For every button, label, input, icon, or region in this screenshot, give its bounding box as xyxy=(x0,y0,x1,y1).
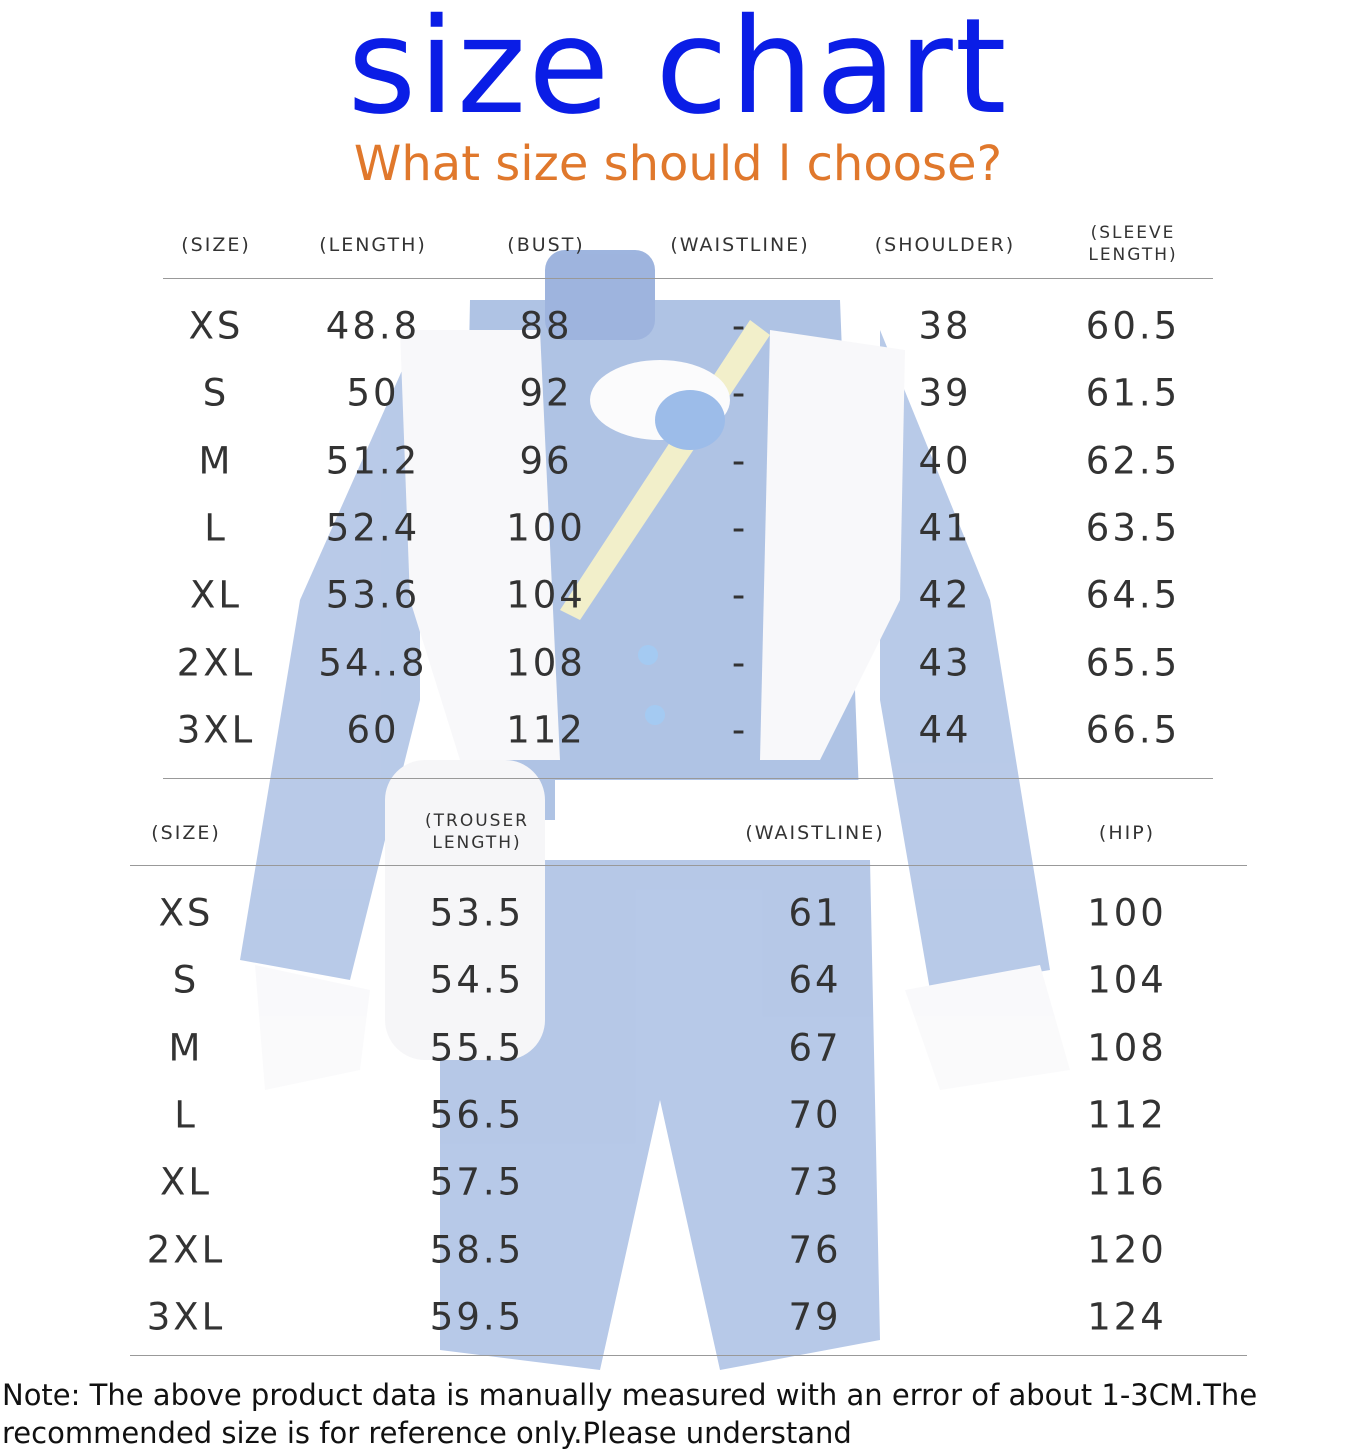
measurement-cell: 44 xyxy=(918,708,972,752)
measurement-cell: - xyxy=(731,371,749,415)
measurement-cell: 100 xyxy=(1087,891,1167,935)
measurement-cell: 42 xyxy=(918,573,972,617)
measurement-cell: 38 xyxy=(918,304,972,348)
size-label-cell: XS xyxy=(158,891,214,935)
measurement-cell: 65.5 xyxy=(1085,641,1181,684)
measurement-cell: 124 xyxy=(1087,1295,1167,1339)
page-title: size chart xyxy=(347,0,1009,144)
measurement-cell: 104 xyxy=(1087,958,1167,1002)
measurement-cell: 48.8 xyxy=(325,304,421,348)
divider xyxy=(163,778,1213,779)
measurement-cell: 40 xyxy=(918,439,972,483)
column-header: (SLEEVE LENGTH) xyxy=(1088,223,1178,265)
measurement-cell: 112 xyxy=(1087,1093,1167,1137)
measurement-cell: 61.5 xyxy=(1085,371,1181,415)
size-label-cell: 2XL xyxy=(176,641,256,684)
size-label-cell: M xyxy=(168,1026,204,1070)
measurement-cell: 112 xyxy=(506,708,586,752)
measurement-cell: 50 xyxy=(346,371,400,415)
measurement-cell: 58.5 xyxy=(429,1228,525,1271)
size-label-cell: L xyxy=(174,1093,198,1137)
measurement-cell: 108 xyxy=(506,641,586,684)
measurement-cell: 79 xyxy=(788,1295,842,1339)
measurement-cell: 70 xyxy=(788,1093,842,1137)
measurement-cell: 53.5 xyxy=(429,891,525,935)
measurement-cell: 62.5 xyxy=(1085,439,1181,483)
size-label-cell: 3XL xyxy=(146,1295,226,1339)
size-label-cell: XS xyxy=(188,304,244,348)
measurement-cell: 59.5 xyxy=(429,1295,525,1339)
measurement-cell: 67 xyxy=(788,1026,842,1070)
measurement-note: Note: The above product data is manually… xyxy=(2,1378,1258,1450)
divider xyxy=(130,1355,1247,1356)
column-header: (SIZE) xyxy=(151,822,221,844)
size-label-cell: 2XL xyxy=(146,1228,226,1271)
measurement-cell: - xyxy=(731,573,749,617)
measurement-cell: 55.5 xyxy=(429,1026,525,1070)
measurement-cell: 120 xyxy=(1087,1228,1167,1271)
measurement-cell: 92 xyxy=(519,371,573,415)
measurement-cell: - xyxy=(731,641,749,684)
measurement-cell: - xyxy=(731,439,749,483)
measurement-cell: 66.5 xyxy=(1085,708,1181,752)
measurement-cell: 51.2 xyxy=(325,439,421,483)
measurement-cell: 43 xyxy=(918,641,972,684)
column-header: (TROUSER LENGTH) xyxy=(425,811,529,853)
column-header: (BUST) xyxy=(507,234,585,256)
measurement-cell: 63.5 xyxy=(1085,506,1181,550)
measurement-cell: 39 xyxy=(918,371,972,415)
size-label-cell: S xyxy=(202,371,230,415)
measurement-cell: 56.5 xyxy=(429,1093,525,1137)
measurement-cell: - xyxy=(731,506,749,550)
size-label-cell: M xyxy=(198,439,234,483)
measurement-cell: - xyxy=(731,708,749,752)
measurement-cell: 64.5 xyxy=(1085,573,1181,617)
measurement-cell: 53.6 xyxy=(325,573,421,617)
measurement-cell: 57.5 xyxy=(429,1160,525,1204)
size-label-cell: XL xyxy=(160,1160,212,1204)
measurement-cell: 61 xyxy=(788,891,842,935)
size-label-cell: S xyxy=(172,958,200,1002)
subtitle: What size should l choose? xyxy=(353,136,1003,192)
column-header: (WAISTLINE) xyxy=(745,822,885,844)
column-header: (LENGTH) xyxy=(319,234,427,256)
measurement-cell: 52.4 xyxy=(325,506,421,550)
column-header: (WAISTLINE) xyxy=(670,234,810,256)
size-label-cell: XL xyxy=(190,573,242,617)
measurement-cell: 88 xyxy=(519,304,573,348)
measurement-cell: 104 xyxy=(506,573,586,617)
measurement-cell: 60 xyxy=(346,708,400,752)
measurement-cell: 60.5 xyxy=(1085,304,1181,348)
measurement-cell: 54.5 xyxy=(429,958,525,1002)
measurement-cell: 76 xyxy=(788,1228,842,1271)
column-header: (SIZE) xyxy=(181,234,251,256)
divider xyxy=(130,865,1247,866)
measurement-cell: 96 xyxy=(519,439,573,483)
column-header: (SHOULDER) xyxy=(874,234,1016,256)
measurement-cell: 73 xyxy=(788,1160,842,1204)
measurement-cell: - xyxy=(731,304,749,348)
measurement-cell: 108 xyxy=(1087,1026,1167,1070)
measurement-cell: 64 xyxy=(788,958,842,1002)
size-label-cell: L xyxy=(204,506,228,550)
measurement-cell: 116 xyxy=(1087,1160,1167,1204)
measurement-cell: 41 xyxy=(918,506,972,550)
measurement-cell: 54..8 xyxy=(318,641,428,684)
divider xyxy=(163,278,1213,279)
column-header: (HIP) xyxy=(1098,822,1156,844)
size-label-cell: 3XL xyxy=(176,708,256,752)
measurement-cell: 100 xyxy=(506,506,586,550)
